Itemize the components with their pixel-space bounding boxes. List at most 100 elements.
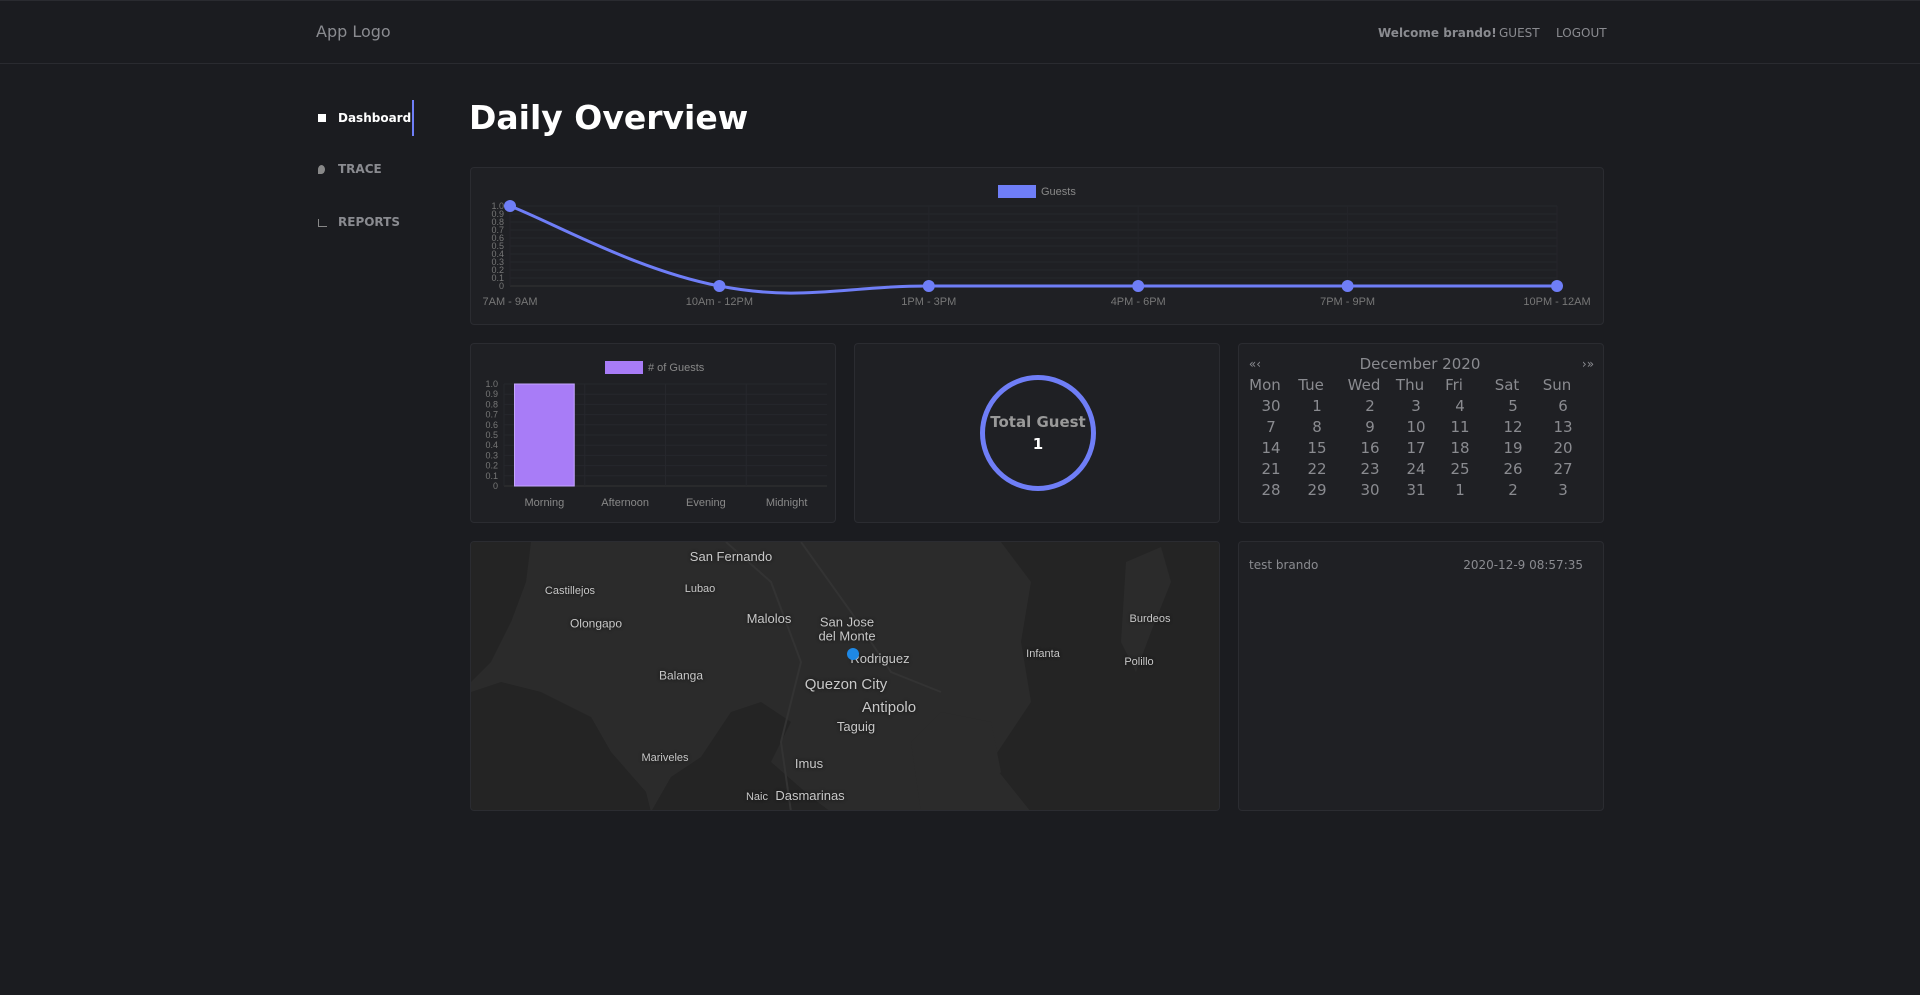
day[interactable]: 23 [1360, 460, 1380, 478]
day[interactable]: 15 [1307, 439, 1327, 457]
y-tick-label: 0.8 [485, 399, 498, 409]
guest-link[interactable]: GUEST [1499, 26, 1540, 40]
map-label: Infanta [1026, 647, 1060, 660]
day[interactable]: 25 [1450, 460, 1470, 478]
day[interactable]: 26 [1503, 460, 1523, 478]
log-card: test brando 2020-12-9 08:57:35 [1238, 541, 1604, 811]
legend-swatch [605, 361, 643, 374]
total-guest-card: Total Guest 1 [854, 343, 1220, 523]
map-label: Burdeos [1129, 612, 1171, 625]
weekday: Thu [1395, 376, 1425, 394]
map-label: Malolos [746, 610, 792, 626]
day[interactable]: 3 [1558, 481, 1568, 499]
y-tick-label: 0 [499, 281, 504, 291]
point [922, 280, 935, 292]
day[interactable]: 13 [1553, 418, 1573, 436]
map-label: Olongapo [569, 616, 623, 631]
map-label: Imus [794, 755, 824, 771]
nav-item[interactable]: Dashboard [316, 100, 414, 136]
bar-chart: 00.10.20.30.40.50.60.70.80.91.0 # of Gues… [485, 361, 827, 509]
y-tick-label: 0.6 [485, 420, 498, 430]
map-label: Antipolo [861, 698, 917, 716]
nav-icon [318, 219, 327, 227]
map[interactable]: San Fernando Castillejos Lubao Olongapo Malo… [470, 541, 1220, 811]
calendar-prev[interactable]: «‹ [1248, 357, 1262, 371]
day[interactable]: 2 [1508, 481, 1518, 499]
y-tick-label: 0.7 [491, 225, 504, 235]
day[interactable]: 8 [1312, 418, 1322, 436]
land [911, 712, 1001, 810]
y-tick-label: 0.8 [491, 217, 504, 227]
total-value: 1 [1032, 435, 1044, 453]
day[interactable]: 3 [1411, 397, 1421, 415]
day[interactable]: 31 [1406, 481, 1426, 499]
day[interactable]: 6 [1558, 397, 1568, 415]
day[interactable]: 11 [1450, 418, 1470, 436]
point [1132, 280, 1145, 292]
sea [991, 542, 1219, 810]
map-label: San Fernando [689, 548, 773, 564]
x-tick-label: 7AM - 9AM [482, 296, 537, 308]
day[interactable]: 20 [1553, 439, 1573, 457]
y-tick-label: 0.5 [485, 430, 498, 440]
day[interactable]: 14 [1261, 439, 1281, 457]
island [1121, 547, 1171, 672]
nav-icon [318, 114, 326, 122]
map-label: Quezon City [804, 675, 888, 693]
day[interactable]: 22 [1307, 460, 1327, 478]
day[interactable]: 10 [1406, 418, 1426, 436]
day[interactable]: 17 [1406, 439, 1426, 457]
day[interactable]: 9 [1365, 418, 1375, 436]
day[interactable]: 29 [1307, 481, 1327, 499]
map-label: Rodriguez [850, 650, 910, 666]
day[interactable]: 5 [1508, 397, 1518, 415]
x-tick-label: Morning [525, 497, 565, 509]
point [504, 200, 516, 212]
map-label: Lubao [684, 582, 716, 595]
day[interactable]: 30 [1261, 397, 1281, 415]
day[interactable]: 19 [1503, 439, 1523, 457]
day[interactable]: 1 [1455, 481, 1465, 499]
x-tick-label: Afternoon [601, 497, 649, 509]
day[interactable]: 21 [1261, 460, 1281, 478]
logout-link[interactable]: LOGOUT [1556, 26, 1607, 40]
calendar-next[interactable]: ›» [1581, 357, 1595, 371]
day[interactable]: 7 [1266, 418, 1276, 436]
day[interactable]: 2 [1365, 397, 1375, 415]
bar [513, 383, 575, 487]
day[interactable]: 24 [1406, 460, 1426, 478]
app-logo[interactable]: App Logo [316, 22, 391, 41]
day[interactable]: 27 [1553, 460, 1573, 478]
point [713, 280, 726, 292]
y-tick-label: 0.9 [485, 389, 498, 399]
map-label: Mariveles [641, 751, 689, 764]
log-time: 2020-12-9 08:57:35 [1463, 558, 1583, 572]
y-tick-label: 0.5 [491, 241, 504, 251]
day[interactable]: 30 [1360, 481, 1380, 499]
x-tick-label: 7PM - 9PM [1320, 296, 1375, 308]
map-label: San Jose del Monte [818, 614, 876, 644]
y-tick-label: 1.0 [485, 379, 498, 389]
x-tick-label: Midnight [766, 497, 808, 509]
day[interactable]: 16 [1360, 439, 1380, 457]
y-tick-label: 0.1 [485, 471, 498, 481]
y-tick-label: 0.7 [485, 410, 498, 420]
legend-label: # of Guests [648, 362, 705, 374]
y-tick-label: 0.2 [485, 461, 498, 471]
x-tick-label: Evening [686, 497, 726, 509]
page-title: Daily Overview [469, 98, 749, 137]
day[interactable]: 1 [1312, 397, 1322, 415]
weekday: Wed [1347, 376, 1381, 394]
day[interactable]: 28 [1261, 481, 1281, 499]
day[interactable]: 12 [1503, 418, 1523, 436]
weekday: Tue [1298, 376, 1324, 394]
calendar-title: December 2020 [1359, 355, 1481, 373]
line-chart-card: 0 0.1 0.2 0.3 0.4 0.5 0.6 0.7 0.8 0.9 1.0 Guests 7AM… [470, 167, 1604, 325]
sea [471, 682, 651, 810]
y-tick-label: 0.3 [491, 257, 504, 267]
day[interactable]: 18 [1450, 439, 1470, 457]
log-name: test brando [1249, 558, 1319, 572]
day[interactable]: 4 [1455, 397, 1465, 415]
y-tick-label: 0 [493, 481, 498, 491]
